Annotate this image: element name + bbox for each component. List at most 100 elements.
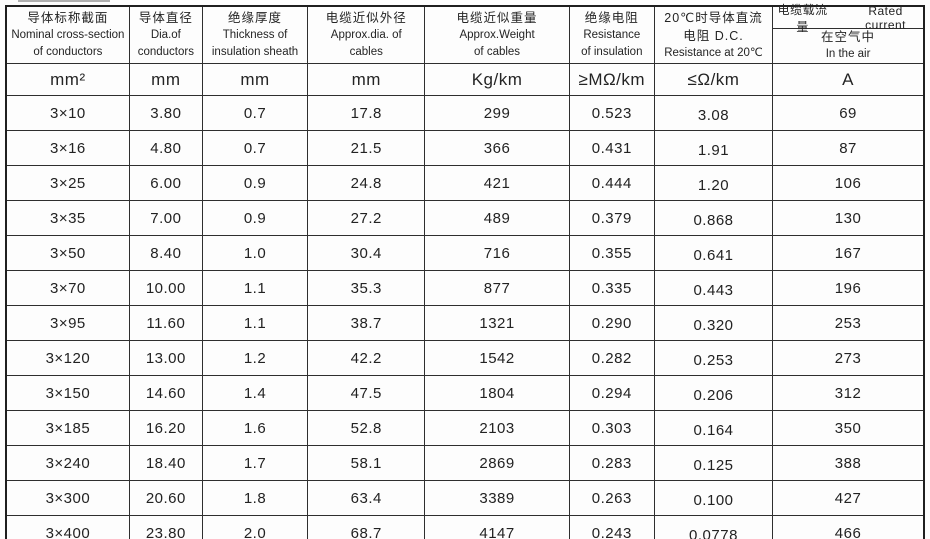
table-row: 3×25 6.00 0.9 24.8 421 0.444 1.20 106 <box>5 165 925 201</box>
header-label-en: cables <box>349 46 383 58</box>
table-cell: 2103 <box>424 410 570 446</box>
table-cell: 17.8 <box>307 95 426 131</box>
table-cell: 20.60 <box>128 480 203 516</box>
table-cell: 0.868 <box>653 200 774 236</box>
table-cell: 68.7 <box>307 515 426 539</box>
table-cell: 0.164 <box>653 410 774 446</box>
rated-current-title: 电缆载流量 Rated current <box>773 3 923 34</box>
unit-mohm-per-km: ≥MΩ/km <box>568 63 655 96</box>
table-row: 3×70 10.00 1.1 35.3 877 0.335 0.443 196 <box>5 270 925 306</box>
header-label-en: Dia.of <box>150 29 181 41</box>
table-cell: 3×25 <box>5 165 130 201</box>
table-cell: 1.0 <box>201 235 309 271</box>
header-col-nominal-cross-section: 导体标称截面 Nominal cross-section of conducto… <box>5 5 130 64</box>
table-row: 3×16 4.80 0.7 21.5 366 0.431 1.91 87 <box>5 130 925 166</box>
table-cell: 312 <box>772 375 925 411</box>
table-cell: 16.20 <box>128 410 203 446</box>
table-cell: 3×10 <box>5 95 130 131</box>
table-cell: 0.7 <box>201 95 309 131</box>
table-cell: 130 <box>772 200 925 236</box>
table-row: 3×35 7.00 0.9 27.2 489 0.379 0.868 130 <box>5 200 925 236</box>
table-cell: 52.8 <box>307 410 426 446</box>
table-cell: 1.91 <box>653 130 774 166</box>
unit-mm-thickness: mm <box>201 63 309 96</box>
table-cell: 3×300 <box>5 480 130 516</box>
table-row: 3×185 16.20 1.6 52.8 2103 0.303 0.164 350 <box>5 410 925 446</box>
table-cell: 167 <box>772 235 925 271</box>
unit-mm-od: mm <box>307 63 426 96</box>
table-cell: 3.80 <box>128 95 203 131</box>
table-cell: 3×150 <box>5 375 130 411</box>
table-cell: 0.379 <box>568 200 655 236</box>
table-cell: 421 <box>424 165 570 201</box>
table-cell: 1.6 <box>201 410 309 446</box>
table-cell: 1542 <box>424 340 570 376</box>
table-cell: 2869 <box>424 445 570 481</box>
table-cell: 0.294 <box>568 375 655 411</box>
rated-current-subheader: 在空气中 In the air <box>773 29 923 63</box>
table-cell: 0.335 <box>568 270 655 306</box>
header-label-en: conductors <box>137 46 194 58</box>
table-cell: 0.7 <box>201 130 309 166</box>
table-cell: 0.243 <box>568 515 655 539</box>
table-cell: 299 <box>424 95 570 131</box>
table-cell: 42.2 <box>307 340 426 376</box>
header-label-en: Thickness of <box>222 29 288 41</box>
table-cell: 3389 <box>424 480 570 516</box>
table-cell: 1.4 <box>201 375 309 411</box>
table-cell: 1.2 <box>201 340 309 376</box>
header-label-en: of insulation <box>581 46 643 58</box>
table-cell: 0.282 <box>568 340 655 376</box>
header-label-en: of conductors <box>33 46 103 58</box>
table-cell: 466 <box>772 515 925 539</box>
table-cell: 0.283 <box>568 445 655 481</box>
table-cell: 0.303 <box>568 410 655 446</box>
table-row: 3×120 13.00 1.2 42.2 1542 0.282 0.253 273 <box>5 340 925 376</box>
table-cell: 21.5 <box>307 130 426 166</box>
header-col-dc-resistance: 20℃时导体直流 电阻 D.C. Resistance at 20℃ <box>653 5 774 64</box>
rated-current-label-en: Rated current <box>865 3 907 32</box>
table-cell: 10.00 <box>128 270 203 306</box>
header-col-approx-weight: 电缆近似重量 Approx.Weight of cables <box>424 5 570 64</box>
header-label-en: Approx.dia. of <box>330 29 402 41</box>
table-cell: 0.9 <box>201 200 309 236</box>
header-label-cn: 导体标称截面 <box>27 11 109 25</box>
table-cell: 1321 <box>424 305 570 341</box>
table-cell: 0.355 <box>568 235 655 271</box>
table-cell: 3×240 <box>5 445 130 481</box>
table-cell: 253 <box>772 305 925 341</box>
header-label-cn: 电阻 D.C. <box>683 28 744 43</box>
table-cell: 3×35 <box>5 200 130 236</box>
table-cell: 3×16 <box>5 130 130 166</box>
table-cell: 35.3 <box>307 270 426 306</box>
cable-spec-table: 导体标称截面 Nominal cross-section of conducto… <box>5 3 925 539</box>
table-cell: 106 <box>772 165 925 201</box>
table-cell: 0.641 <box>653 235 774 271</box>
table-cell: 3×70 <box>5 270 130 306</box>
table-cell: 0.431 <box>568 130 655 166</box>
header-label-en: Resistance at 20℃ <box>664 46 763 59</box>
table-cell: 3×185 <box>5 410 130 446</box>
table-cell: 0.263 <box>568 480 655 516</box>
header-col-approx-diameter: 电缆近似外径 Approx.dia. of cables <box>307 5 426 64</box>
table-cell: 4147 <box>424 515 570 539</box>
table-cell: 3×95 <box>5 305 130 341</box>
table-cell: 24.8 <box>307 165 426 201</box>
unit-kg-per-km: Kg/km <box>424 63 570 96</box>
header-label-cn: 电缆近似外径 <box>325 11 407 25</box>
table-cell: 0.290 <box>568 305 655 341</box>
table-cell: 0.125 <box>653 445 774 481</box>
table-cell: 63.4 <box>307 480 426 516</box>
table-cell: 3×120 <box>5 340 130 376</box>
table-cell: 7.00 <box>128 200 203 236</box>
table-cell: 0.320 <box>653 305 774 341</box>
table-row: 3×400 23.80 2.0 68.7 4147 0.243 0.0778 466 <box>5 515 925 539</box>
table-row: 3×10 3.80 0.7 17.8 299 0.523 3.08 69 <box>5 95 925 131</box>
unit-mm-diameter: mm <box>128 63 203 96</box>
table-cell: 0.100 <box>653 480 774 516</box>
table-row: 3×50 8.40 1.0 30.4 716 0.355 0.641 167 <box>5 235 925 271</box>
table-cell: 0.206 <box>653 375 774 411</box>
unit-row: mm² mm mm mm Kg/km ≥MΩ/km ≤Ω/km A <box>5 63 925 96</box>
table-row: 3×95 11.60 1.1 38.7 1321 0.290 0.320 253 <box>5 305 925 341</box>
